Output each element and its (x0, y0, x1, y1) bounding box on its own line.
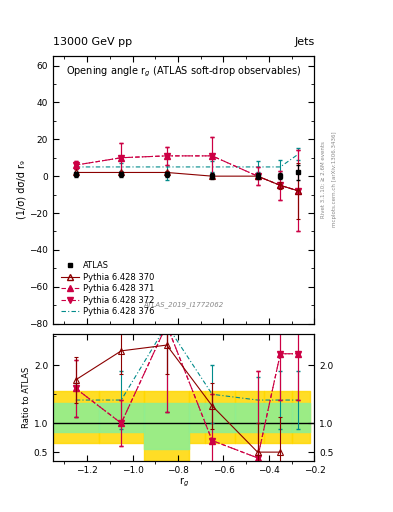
Text: Jets: Jets (294, 37, 314, 47)
Text: 13000 GeV pp: 13000 GeV pp (53, 37, 132, 47)
X-axis label: r$_g$: r$_g$ (179, 476, 189, 489)
Text: ATLAS_2019_I1772062: ATLAS_2019_I1772062 (143, 301, 224, 308)
Legend: ATLAS, Pythia 6.428 370, Pythia 6.428 371, Pythia 6.428 372, Pythia 6.428 376: ATLAS, Pythia 6.428 370, Pythia 6.428 37… (57, 258, 158, 319)
Y-axis label: (1/σ) dσ/d r₉: (1/σ) dσ/d r₉ (17, 161, 26, 220)
Y-axis label: Ratio to ATLAS: Ratio to ATLAS (22, 367, 31, 428)
Text: mcplots.cern.ch [arXiv:1306.3436]: mcplots.cern.ch [arXiv:1306.3436] (332, 132, 337, 227)
Text: Opening angle r$_g$ (ATLAS soft-drop observables): Opening angle r$_g$ (ATLAS soft-drop obs… (66, 65, 301, 79)
Text: Rivet 3.1.10; ≥ 2.6M events: Rivet 3.1.10; ≥ 2.6M events (320, 141, 325, 218)
